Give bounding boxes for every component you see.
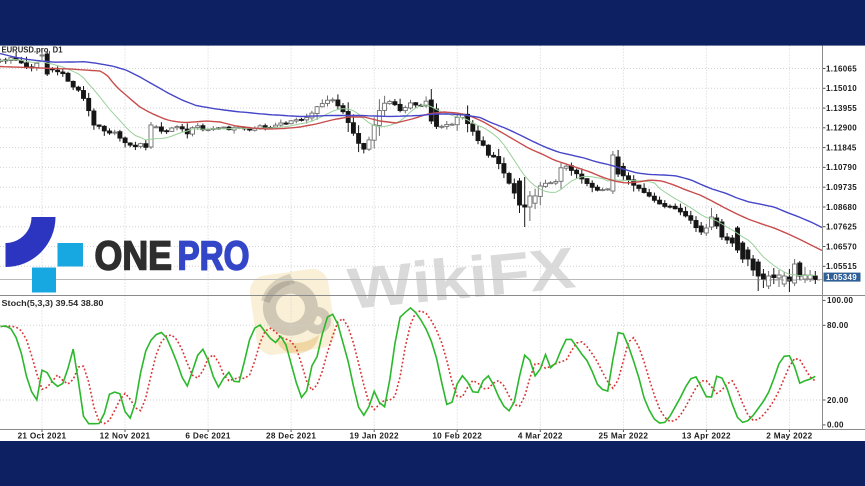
svg-text:1.15010: 1.15010	[826, 84, 857, 93]
svg-text:1.09735: 1.09735	[826, 183, 857, 192]
svg-text:EURUSD.pro, D1: EURUSD.pro, D1	[2, 45, 64, 54]
svg-text:0.00: 0.00	[827, 421, 844, 430]
svg-text:1.06570: 1.06570	[826, 242, 857, 251]
svg-text:80.00: 80.00	[827, 321, 849, 330]
svg-text:10 Feb 2022: 10 Feb 2022	[432, 432, 482, 441]
svg-text:100.00: 100.00	[827, 296, 854, 305]
svg-text:13 Apr 2022: 13 Apr 2022	[682, 432, 731, 441]
svg-text:6 Dec 2021: 6 Dec 2021	[185, 432, 230, 441]
svg-text:4 Mar 2022: 4 Mar 2022	[518, 432, 563, 441]
svg-text:1.12900: 1.12900	[826, 124, 857, 133]
svg-text:ONE: ONE	[95, 233, 173, 279]
svg-text:25 Mar 2022: 25 Mar 2022	[599, 432, 649, 441]
svg-text:1.05349: 1.05349	[826, 273, 857, 282]
svg-text:1.10790: 1.10790	[826, 163, 857, 172]
svg-text:PRO: PRO	[178, 233, 250, 279]
svg-text:20.00: 20.00	[827, 396, 849, 405]
svg-text:21 Oct 2021: 21 Oct 2021	[18, 432, 67, 441]
svg-text:1.16065: 1.16065	[826, 64, 857, 73]
svg-text:Stoch(5,3,3) 39.54 38.80: Stoch(5,3,3) 39.54 38.80	[2, 299, 105, 308]
svg-text:12 Nov 2021: 12 Nov 2021	[100, 432, 151, 441]
svg-text:1.13955: 1.13955	[826, 104, 857, 113]
svg-text:1.08680: 1.08680	[826, 203, 857, 212]
svg-text:1.05515: 1.05515	[826, 262, 857, 271]
svg-text:19 Jan 2022: 19 Jan 2022	[350, 432, 399, 441]
svg-text:1.11845: 1.11845	[826, 143, 857, 152]
svg-text:1.07625: 1.07625	[826, 223, 857, 232]
svg-text:2 May 2022: 2 May 2022	[766, 432, 812, 441]
svg-text:28 Dec 2021: 28 Dec 2021	[266, 432, 316, 441]
